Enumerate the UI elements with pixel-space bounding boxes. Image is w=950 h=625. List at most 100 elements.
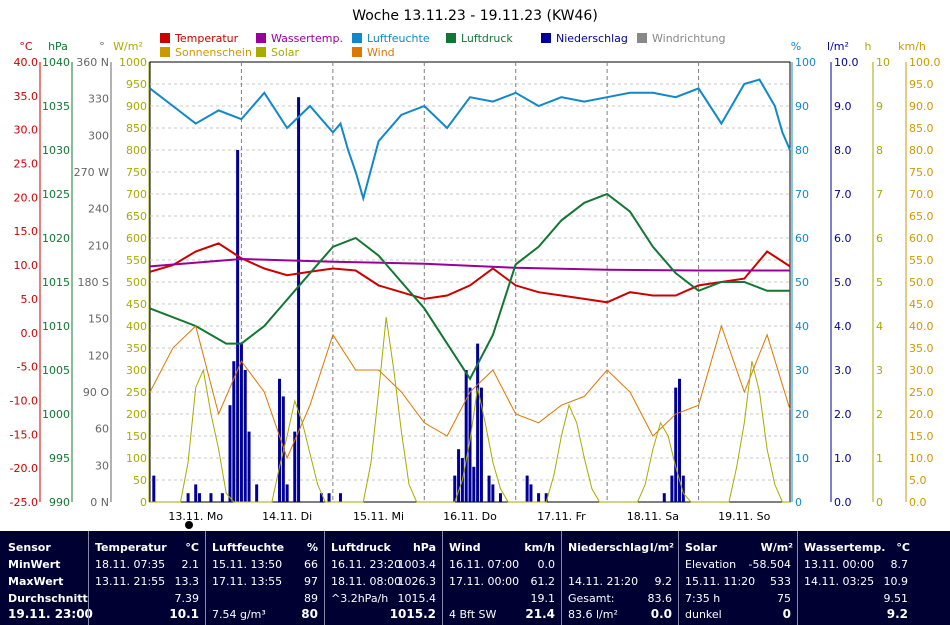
wind-max-time: 17.11. 00:00 <box>449 575 520 588</box>
hum-max-value: 97 <box>304 575 318 588</box>
niederschlag-bar <box>670 475 674 502</box>
tick-label-solar: 950 <box>126 78 147 91</box>
tick-label-solar: 1000 <box>119 56 147 69</box>
legend-swatch <box>160 47 170 57</box>
wind-now-value: 21.4 <box>525 607 555 621</box>
tick-label-solar: 200 <box>126 408 147 421</box>
axis-unit-humidity: % <box>791 40 801 53</box>
tick-label-wind: 5.0 <box>909 474 927 487</box>
niederschlag-bars <box>152 97 685 502</box>
niederschlag-bar <box>198 493 202 502</box>
summary-table: Sensor MinWert MaxWert Durchschnitt 19.1… <box>0 531 950 625</box>
tick-label-solar: 700 <box>126 188 147 201</box>
axis-unit-sun: h <box>865 40 872 53</box>
tick-label-wind: 95.0 <box>909 78 934 91</box>
tick-label-wind: 70.0 <box>909 188 934 201</box>
tick-label-rain: 4.0 <box>834 320 852 333</box>
tick-label-humidity: 10 <box>795 452 809 465</box>
header-temp: Temperatur <box>95 541 167 554</box>
niederschlag-bar <box>186 493 190 502</box>
solar-max-value: 533 <box>770 575 791 588</box>
series-line-wind <box>149 324 791 460</box>
legend-label: Windrichtung <box>652 32 725 45</box>
tick-label-rain: 7.0 <box>834 188 852 201</box>
legend-swatch <box>446 33 456 43</box>
tick-label-solar: 0 <box>140 496 147 509</box>
tick-label-solar: 400 <box>126 320 147 333</box>
tick-label-solar: 150 <box>126 430 147 443</box>
tick-label-wind: 45.0 <box>909 298 934 311</box>
series-line-luftdruck <box>149 192 790 381</box>
solar-now-text: dunkel <box>685 608 722 621</box>
niederschlag-bar <box>297 97 301 502</box>
niederschlag-bar <box>544 493 548 502</box>
tick-label-winddir: 60 <box>95 423 109 436</box>
tick-label-rain: 10.0 <box>834 56 859 69</box>
tick-label-sun: 3 <box>876 364 883 377</box>
tick-label-winddir: 300 <box>88 129 109 142</box>
temp-min-time: 18.11. 07:35 <box>95 558 166 571</box>
tick-label-solar: 500 <box>126 276 147 289</box>
tick-label-solar: 850 <box>126 122 147 135</box>
x-tick-label: 14.11. Di <box>262 510 312 523</box>
tick-label-sun: 8 <box>876 144 883 157</box>
tick-label-pressure: 1025 <box>42 188 70 201</box>
tick-label-temp: 0.0 <box>21 327 39 340</box>
tick-label-rain: 1.0 <box>834 452 852 465</box>
axis-unit-rain: l/m² <box>827 40 849 53</box>
legend-swatch <box>352 47 362 57</box>
x-axis-labels: 13.11. Mo 14.11. Di 15.11. Mi 16.11. Do 17.1… <box>168 510 770 523</box>
tick-label-winddir: 210 <box>88 239 109 252</box>
press-max-time: 18.11. 08:00 <box>331 575 402 588</box>
tick-label-winddir: 240 <box>88 203 109 216</box>
press-trend: ^3.2hPa/h <box>331 592 389 605</box>
niederschlag-bar <box>525 475 529 502</box>
tick-label-wind: 15.0 <box>909 430 934 443</box>
header-rain: Niederschlag <box>568 541 650 554</box>
axis-unit-wind: km/h <box>898 40 926 53</box>
header-water-unit: °C <box>896 541 910 554</box>
niederschlag-bar <box>457 449 461 502</box>
tick-label-sun: 7 <box>876 188 883 201</box>
legend-label: Niederschlag <box>556 32 628 45</box>
wind-avg-value: 19.1 <box>530 592 556 605</box>
tick-label-humidity: 0 <box>795 496 802 509</box>
tick-label-winddir: 360 N <box>76 56 109 69</box>
tick-label-humidity: 100 <box>795 56 816 69</box>
series-line-luftfeuchte <box>149 78 791 203</box>
legend-label: Solar <box>271 46 300 59</box>
tick-label-humidity: 60 <box>795 232 809 245</box>
tick-label-solar: 100 <box>126 452 147 465</box>
col-wassertemp: Wassertemp. °C 13.11. 00:00 8.7 14.11. 0… <box>797 531 914 625</box>
legend-label: Wassertemp. <box>271 32 343 45</box>
niederschlag-bar <box>152 475 156 502</box>
tick-label-pressure: 990 <box>49 496 70 509</box>
press-now-value: 1015.2 <box>389 607 436 621</box>
legend-swatch <box>637 33 647 43</box>
niederschlag-bar <box>476 343 480 502</box>
header-temp-unit: °C <box>185 541 199 554</box>
water-min-value: 8.7 <box>890 558 909 571</box>
tick-label-wind: 25.0 <box>909 386 934 399</box>
col-wind: Wind km/h 16.11. 07:00 0.0 17.11. 00:00 … <box>442 531 561 625</box>
press-avg-value: 1015.4 <box>397 592 437 605</box>
tick-label-temp: 20.0 <box>14 191 39 204</box>
tick-label-temp: 15.0 <box>14 225 39 238</box>
x-tick-label: 18.11. Sa <box>627 510 679 523</box>
tick-label-wind: 30.0 <box>909 364 934 377</box>
axes: 40.035.030.025.020.015.010.05.00.0-5.0-1… <box>10 56 941 509</box>
tick-label-temp: 35.0 <box>14 90 39 103</box>
niederschlag-bar <box>662 493 666 502</box>
tick-label-humidity: 80 <box>795 144 809 157</box>
tick-label-winddir: 30 <box>95 459 109 472</box>
tick-label-solar: 550 <box>126 254 147 267</box>
x-tick-label: 13.11. Mo <box>168 510 223 523</box>
tick-label-humidity: 20 <box>795 408 809 421</box>
header-press: Luftdruck <box>331 541 391 554</box>
axis-unit-winddir: ° <box>99 40 105 53</box>
rain-total-label: Gesamt: <box>568 592 615 605</box>
legend-swatch <box>352 33 362 43</box>
tick-label-wind: 85.0 <box>909 122 934 135</box>
solar-min-value: -58.504 <box>748 558 791 571</box>
label-avg: Durchschnitt <box>8 592 88 605</box>
